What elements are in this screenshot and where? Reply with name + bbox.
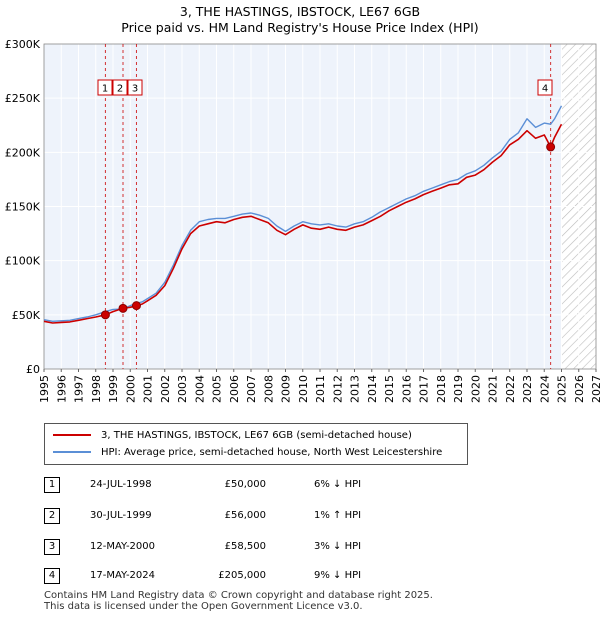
x-tick-label: 1997 xyxy=(73,375,86,403)
transaction-number: 2 xyxy=(44,508,60,524)
sale-point xyxy=(131,301,141,311)
sale-marker-box xyxy=(97,79,113,96)
x-tick-label: 2009 xyxy=(280,375,293,403)
x-tick-label: 2008 xyxy=(262,375,275,403)
transaction-price: £58,500 xyxy=(224,541,266,552)
transaction-number: 1 xyxy=(44,477,60,493)
x-tick-label: 2010 xyxy=(297,375,310,403)
transaction-price: £50,000 xyxy=(224,479,266,490)
x-tick-label: 2012 xyxy=(331,375,344,403)
sale-marker-number: 4 xyxy=(542,84,548,95)
legend-item-property: 3, THE HASTINGS, IBSTOCK, LE67 6GB (semi… xyxy=(53,429,412,443)
footer-attribution: Contains HM Land Registry data © Crown c… xyxy=(44,590,433,612)
footer-copyright: Contains HM Land Registry data © Crown c… xyxy=(44,590,433,601)
x-tick-label: 2016 xyxy=(400,375,413,403)
transaction-number: 4 xyxy=(44,568,60,584)
transaction-hpi-diff: 9% ↓ HPI xyxy=(314,570,362,581)
x-tick-label: 2015 xyxy=(383,375,396,403)
footer-licence: This data is licensed under the Open Gov… xyxy=(44,601,363,612)
x-tick-label: 2021 xyxy=(487,375,500,403)
y-tick-label: £250K xyxy=(5,92,41,105)
x-tick-label: 2025 xyxy=(556,375,569,403)
x-tick-label: 2005 xyxy=(211,375,224,403)
legend-swatch-property xyxy=(53,434,91,436)
transaction-price: £56,000 xyxy=(224,510,266,521)
x-tick-label: 2006 xyxy=(228,375,241,403)
x-tick-label: 2013 xyxy=(349,375,362,403)
price-chart: £0 £50K £100K £150K £200K £250K £300K 1995 1996 1… xyxy=(5,38,600,403)
transaction-hpi-diff: 3% ↓ HPI xyxy=(314,541,362,552)
sale-marker-box xyxy=(537,79,553,96)
legend-label-property: 3, THE HASTINGS, IBSTOCK, LE67 6GB (semi… xyxy=(101,430,412,441)
x-tick-label: 2027 xyxy=(590,375,600,403)
x-tick-label: 2018 xyxy=(435,375,448,403)
transaction-number: 3 xyxy=(44,539,60,555)
x-tick-label: 2004 xyxy=(193,375,206,403)
transaction-date: 24-JUL-1998 xyxy=(90,479,152,490)
x-tick-label: 2001 xyxy=(142,375,155,403)
sale-marker-number: 1 xyxy=(102,84,108,95)
transaction-price: £205,000 xyxy=(218,570,266,581)
x-tick-label: 2019 xyxy=(452,375,465,403)
sale-point xyxy=(118,303,128,313)
x-tick-label: 2022 xyxy=(504,375,517,403)
x-tick-label: 2014 xyxy=(366,375,379,403)
x-tick-label: 2003 xyxy=(176,375,189,403)
y-tick-label: £100K xyxy=(5,255,41,268)
sale-marker-number: 3 xyxy=(132,84,138,95)
legend-swatch-hpi xyxy=(53,451,91,453)
sale-marker-number: 2 xyxy=(117,84,123,95)
transaction-date: 30-JUL-1999 xyxy=(90,510,152,521)
sale-point xyxy=(546,142,556,152)
y-tick-label: £50K xyxy=(12,309,41,322)
transaction-hpi-diff: 6% ↓ HPI xyxy=(314,479,362,490)
x-tick-label: 1995 xyxy=(38,375,51,403)
x-tick-label: 2024 xyxy=(538,375,551,403)
chart-title-address: 3, THE HASTINGS, IBSTOCK, LE67 6GB xyxy=(179,4,421,19)
sale-marker-box xyxy=(112,79,128,96)
y-tick-label: £300K xyxy=(5,38,41,51)
chart-legend: 3, THE HASTINGS, IBSTOCK, LE67 6GB (semi… xyxy=(44,423,468,465)
x-tick-label: 2007 xyxy=(245,375,258,403)
x-tick-label: 1998 xyxy=(90,375,103,403)
transaction-hpi-diff: 1% ↑ HPI xyxy=(314,510,362,521)
transaction-date: 12-MAY-2000 xyxy=(90,541,156,552)
x-tick-label: 2000 xyxy=(124,375,137,403)
sale-marker-box xyxy=(127,79,143,96)
x-tick-label: 2011 xyxy=(314,375,327,403)
x-tick-label: 2023 xyxy=(521,375,534,403)
legend-label-hpi: HPI: Average price, semi-detached house,… xyxy=(101,447,443,458)
y-tick-label: £200K xyxy=(5,146,41,159)
sale-point xyxy=(100,310,110,320)
x-tick-label: 2002 xyxy=(159,375,172,403)
x-tick-label: 2017 xyxy=(418,375,431,403)
x-tick-label: 1996 xyxy=(55,375,68,403)
x-tick-label: 2026 xyxy=(573,375,586,403)
y-tick-label: £150K xyxy=(5,201,41,214)
transaction-date: 17-MAY-2024 xyxy=(90,570,156,581)
chart-subtitle: Price paid vs. HM Land Registry's House … xyxy=(121,20,479,35)
legend-item-hpi: HPI: Average price, semi-detached house,… xyxy=(53,446,442,460)
x-tick-label: 1999 xyxy=(107,375,120,403)
x-tick-label: 2020 xyxy=(469,375,482,403)
y-tick-label: £0 xyxy=(26,363,40,376)
